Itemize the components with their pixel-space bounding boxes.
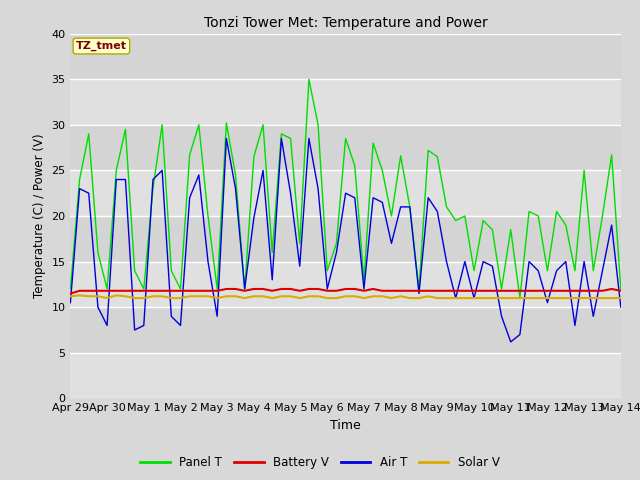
Solar V bbox=[562, 295, 570, 301]
Panel T bbox=[305, 76, 313, 82]
Battery V bbox=[195, 288, 203, 294]
Air T bbox=[617, 304, 625, 310]
Panel T bbox=[617, 286, 625, 292]
Solar V bbox=[213, 295, 221, 301]
Bar bbox=[70, 353, 621, 398]
Panel T bbox=[177, 286, 184, 292]
Solar V bbox=[415, 295, 423, 301]
Air T bbox=[67, 300, 74, 305]
Battery V bbox=[223, 286, 230, 292]
Title: Tonzi Tower Met: Temperature and Power: Tonzi Tower Met: Temperature and Power bbox=[204, 16, 488, 30]
Air T bbox=[195, 172, 203, 178]
Air T bbox=[507, 339, 515, 345]
Battery V bbox=[406, 288, 413, 294]
Battery V bbox=[67, 290, 74, 296]
Air T bbox=[223, 135, 230, 141]
Line: Solar V: Solar V bbox=[70, 295, 621, 298]
Solar V bbox=[617, 295, 625, 301]
Panel T bbox=[406, 204, 413, 210]
Bar bbox=[70, 34, 621, 79]
Bar bbox=[70, 125, 621, 170]
Air T bbox=[177, 323, 184, 328]
Bar bbox=[70, 262, 621, 307]
Bar bbox=[70, 216, 621, 262]
Air T bbox=[268, 277, 276, 283]
Line: Battery V: Battery V bbox=[70, 289, 621, 293]
Text: TZ_tmet: TZ_tmet bbox=[76, 41, 127, 51]
Solar V bbox=[103, 295, 111, 301]
Panel T bbox=[369, 140, 377, 146]
Air T bbox=[406, 204, 413, 210]
Bar bbox=[70, 170, 621, 216]
Line: Panel T: Panel T bbox=[70, 79, 621, 298]
Panel T bbox=[67, 286, 74, 292]
Battery V bbox=[177, 288, 184, 294]
Solar V bbox=[76, 292, 83, 298]
Battery V bbox=[617, 288, 625, 294]
Air T bbox=[369, 195, 377, 201]
Bar bbox=[70, 307, 621, 353]
Panel T bbox=[562, 222, 570, 228]
Bar bbox=[70, 79, 621, 125]
Panel T bbox=[259, 122, 267, 128]
Solar V bbox=[67, 293, 74, 299]
Panel T bbox=[516, 295, 524, 301]
Panel T bbox=[195, 122, 203, 128]
Y-axis label: Temperature (C) / Power (V): Temperature (C) / Power (V) bbox=[33, 134, 46, 298]
Battery V bbox=[369, 286, 377, 292]
Legend: Panel T, Battery V, Air T, Solar V: Panel T, Battery V, Air T, Solar V bbox=[136, 452, 504, 474]
Solar V bbox=[378, 293, 386, 299]
Air T bbox=[562, 259, 570, 264]
Battery V bbox=[268, 288, 276, 294]
X-axis label: Time: Time bbox=[330, 419, 361, 432]
Battery V bbox=[553, 288, 561, 294]
Solar V bbox=[278, 293, 285, 299]
Solar V bbox=[195, 293, 203, 299]
Line: Air T: Air T bbox=[70, 138, 621, 342]
